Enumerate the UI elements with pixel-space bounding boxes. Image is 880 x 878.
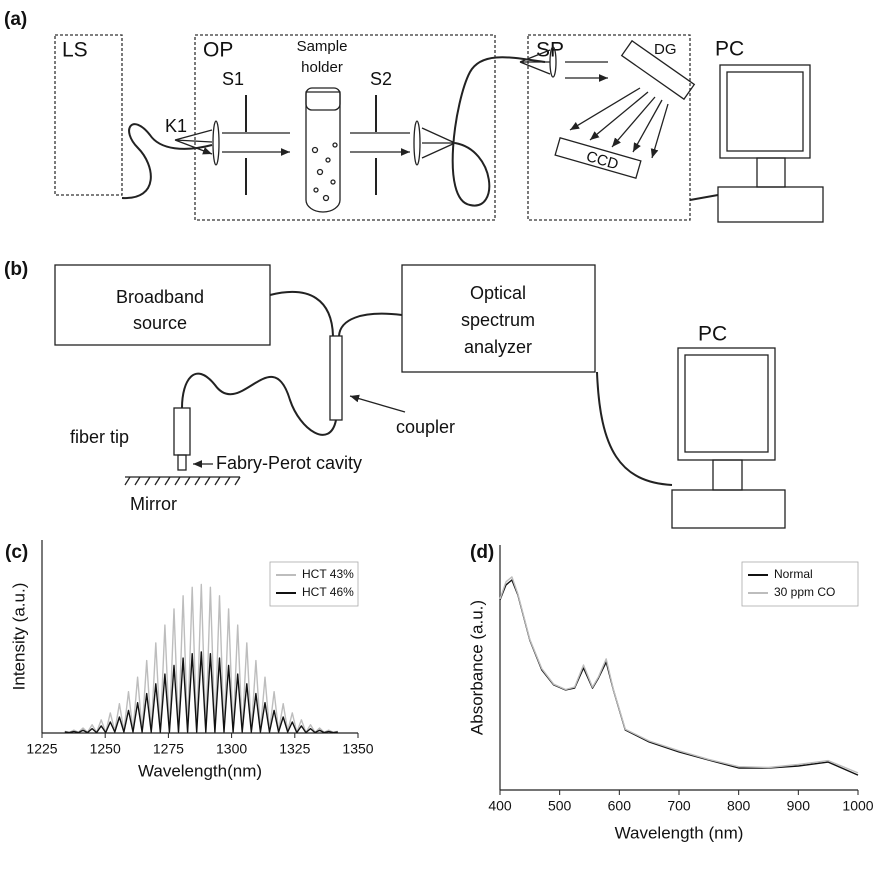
computer [717, 64, 824, 223]
cavity-label: Fabry-Perot cavity [216, 453, 362, 473]
pc-label: PC [715, 38, 744, 61]
x-tick-label: 800 [727, 798, 751, 814]
grating [620, 39, 696, 101]
series-line [499, 576, 859, 774]
rays [174, 129, 212, 154]
analyzer-box [401, 264, 596, 373]
lens [549, 46, 557, 78]
beam [565, 61, 608, 78]
s2-label: S2 [370, 69, 392, 89]
y-axis-title: Absorbance (a.u.) [467, 600, 486, 735]
beam [350, 132, 410, 152]
x-tick-label: 1000 [842, 798, 873, 814]
fiber [451, 56, 546, 207]
x-tick-label: 1350 [342, 741, 373, 757]
fiber-tip-label: fiber tip [70, 427, 129, 447]
x-tick-label: 400 [488, 798, 512, 814]
x-tick-label: 1225 [26, 741, 57, 757]
x-tick-label: 500 [548, 798, 572, 814]
ccd [554, 136, 642, 180]
fiber-end [177, 454, 187, 471]
analyzer-label: analyzer [464, 337, 532, 357]
lens [413, 120, 421, 166]
op-box [194, 34, 496, 221]
x-tick-label: 900 [787, 798, 811, 814]
computer [671, 347, 786, 529]
mirror-label: Mirror [130, 494, 177, 514]
ls-label: LS [62, 39, 88, 62]
coupler-label: coupler [396, 417, 455, 437]
legend-label: HCT 46% [302, 585, 354, 599]
op-label: OP [203, 39, 233, 62]
fiber [121, 123, 213, 200]
fiber-tip [173, 407, 191, 456]
x-tick-label: 600 [608, 798, 632, 814]
sample-label: holder [301, 59, 343, 76]
x-tick-label: 1325 [279, 741, 310, 757]
x-tick-label: 1275 [153, 741, 184, 757]
rays [421, 127, 456, 159]
source-label: Broadband [116, 287, 204, 307]
analyzer-label: Optical [470, 283, 526, 303]
series-line [499, 579, 859, 776]
ls-box [54, 34, 123, 196]
sp-box [527, 34, 691, 221]
x-axis-title: Wavelength(nm) [138, 761, 262, 780]
x-tick-label: 1250 [90, 741, 121, 757]
tube [305, 91, 341, 213]
tube-cap [305, 87, 341, 111]
panel-label: (c) [5, 542, 28, 563]
source-label: source [133, 313, 187, 333]
source-box [54, 264, 271, 346]
panel-label: (b) [4, 259, 28, 280]
legend-box [741, 561, 859, 607]
fiber [269, 291, 403, 337]
pc-label: PC [698, 323, 727, 346]
legend-label: 30 ppm CO [774, 585, 835, 599]
legend-label: HCT 43% [302, 567, 354, 581]
panel-label: (d) [470, 542, 494, 563]
panel-a: (a) LS K1 OP S1 Sample holder S2 SP DG C… [4, 9, 824, 223]
sample-label: Sample [297, 38, 348, 55]
x-axis-title: Wavelength (nm) [615, 823, 744, 842]
bubbles [311, 142, 338, 202]
cable [596, 371, 673, 486]
analyzer-label: spectrum [461, 310, 535, 330]
legend-box [269, 561, 359, 607]
y-axis-title: Intensity (a.u.) [9, 583, 28, 691]
mirror [124, 476, 241, 486]
series-line [64, 583, 338, 734]
rays [519, 49, 551, 75]
series-line [64, 651, 338, 734]
rays [569, 87, 669, 159]
cable [689, 194, 719, 201]
x-tick-label: 1300 [216, 741, 247, 757]
s1-label: S1 [222, 69, 244, 89]
arrow [349, 394, 406, 413]
beam [222, 132, 290, 152]
coupler [329, 335, 343, 421]
panel-b: (b) Broadband source Optical spectrum an… [4, 259, 786, 529]
ccd-label: CCD [584, 148, 620, 173]
legend-label: Normal [774, 567, 813, 581]
dg-label: DG [654, 41, 677, 58]
fiber [181, 372, 337, 436]
x-tick-label: 700 [667, 798, 691, 814]
k1-label: K1 [165, 116, 187, 136]
panel-label: (a) [4, 9, 27, 30]
lens [212, 120, 220, 166]
